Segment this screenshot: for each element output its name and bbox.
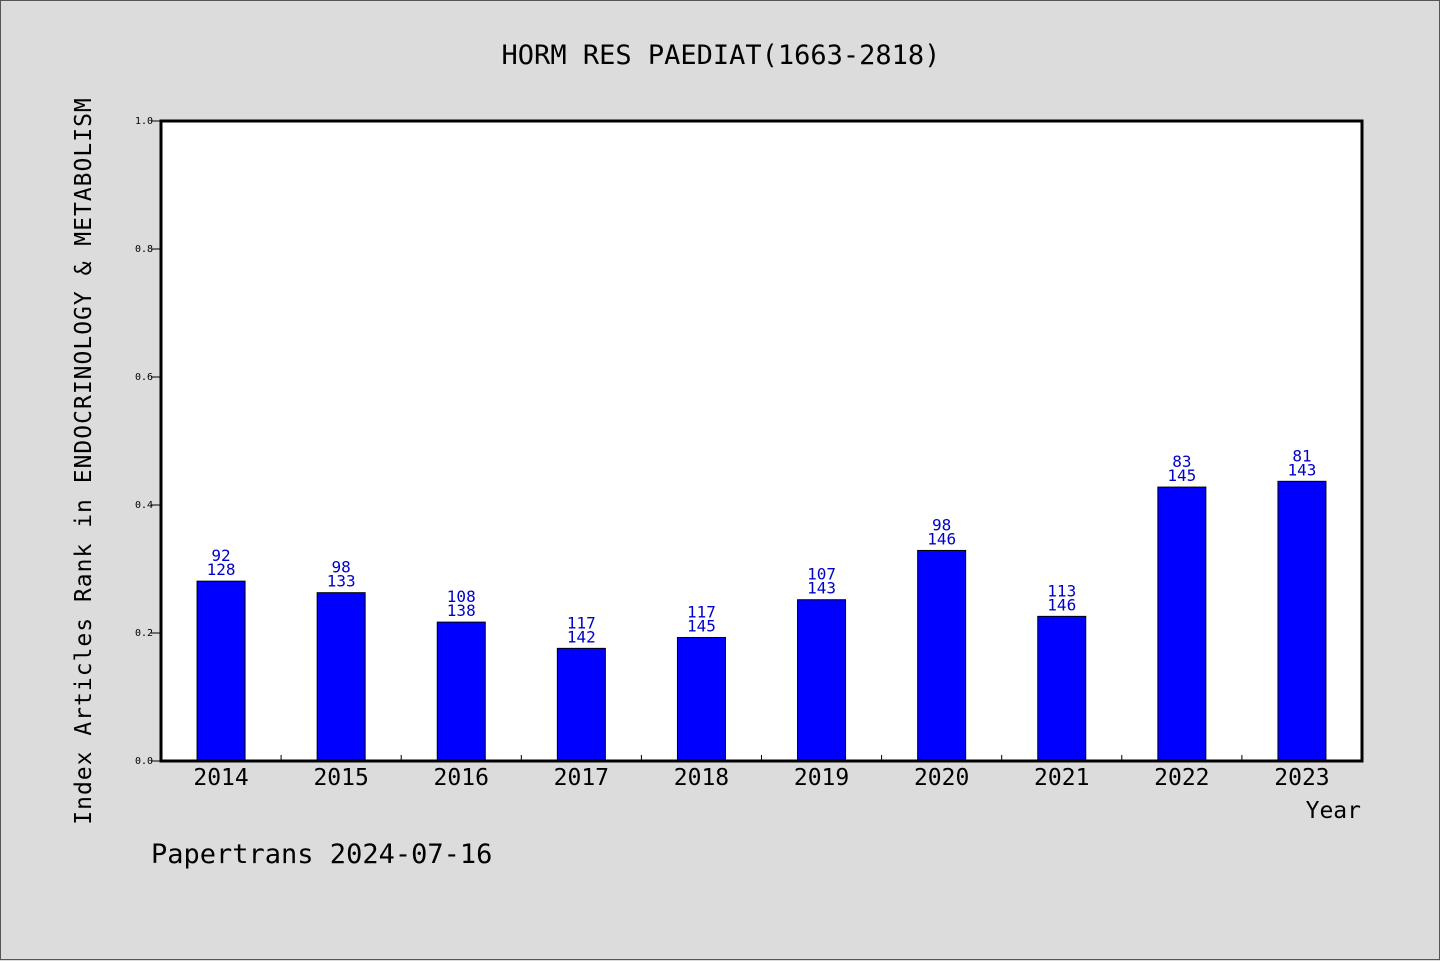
x-tick-label-2023: 2023 xyxy=(1274,765,1329,791)
data-label-bottom-2018: 145 xyxy=(687,616,716,635)
plot-border xyxy=(159,119,1364,763)
y-ticks-group: 0.0 0.2 0.4 0.6 0.8 1.0 xyxy=(135,116,161,767)
data-label-top-2020: 98 xyxy=(932,515,951,534)
x-tick-label-2017: 2017 xyxy=(554,765,609,791)
x-tick-label-2022: 2022 xyxy=(1154,765,1209,791)
y-tick-label: 0.4 xyxy=(135,500,153,511)
data-label-bottom-2019: 143 xyxy=(807,579,836,598)
chart-title: HORM RES PAEDIAT(1663-2818) xyxy=(502,40,941,71)
data-label-bottom-2022: 145 xyxy=(1167,466,1196,485)
bar-2021 xyxy=(1037,615,1087,762)
y-tick-label: 0.0 xyxy=(135,756,153,767)
data-label-top-2021: 113 xyxy=(1047,581,1076,600)
bar-2019 xyxy=(797,599,847,762)
y-tick-label: 1.0 xyxy=(135,116,153,127)
x-tick-label-2020: 2020 xyxy=(914,765,969,791)
bars-group xyxy=(196,480,1327,762)
x-tick-label-2014: 2014 xyxy=(193,765,248,791)
x-tick-label-2015: 2015 xyxy=(313,765,368,791)
x-tick-label-2021: 2021 xyxy=(1034,765,1089,791)
data-label-top-2019: 107 xyxy=(807,565,836,584)
x-tick-label-2018: 2018 xyxy=(674,765,729,791)
x-ticks-group: 2014 2015 2016 2017 2018 2019 2020 2021 2022 2023 xyxy=(193,755,1330,791)
data-label-top-2023: 81 xyxy=(1292,446,1311,465)
bar-2018 xyxy=(676,636,726,762)
data-label-top-2018: 117 xyxy=(687,602,716,621)
bar-2015 xyxy=(316,592,366,762)
data-label-top-2014: 92 xyxy=(211,546,230,565)
y-tick-label: 0.2 xyxy=(135,628,153,639)
x-axis-label: Year xyxy=(1306,798,1361,824)
data-label-bottom-2023: 143 xyxy=(1287,460,1316,479)
bar-2020 xyxy=(917,549,967,762)
data-label-top-2016: 108 xyxy=(447,587,476,606)
bar-2017 xyxy=(556,647,606,762)
data-label-bottom-2015: 133 xyxy=(327,572,356,591)
y-axis-label: Index Articles Rank in ENDOCRINOLOGY & M… xyxy=(71,97,97,825)
bar-2022 xyxy=(1157,486,1207,762)
data-label-top-2017: 117 xyxy=(567,613,596,632)
data-label-bottom-2016: 138 xyxy=(447,601,476,620)
data-label-bottom-2017: 142 xyxy=(567,627,596,646)
data-label-top-2015: 98 xyxy=(332,558,351,577)
bar-2023 xyxy=(1277,480,1327,762)
bar-2014 xyxy=(196,580,246,762)
x-tick-label-2016: 2016 xyxy=(434,765,489,791)
data-label-bottom-2014: 128 xyxy=(207,560,236,579)
footer-credit: Papertrans 2024-07-16 xyxy=(151,839,492,870)
y-tick-label: 0.6 xyxy=(135,372,153,383)
data-label-top-2022: 83 xyxy=(1172,452,1191,471)
y-tick-label: 0.8 xyxy=(135,244,153,255)
x-tick-label-2019: 2019 xyxy=(794,765,849,791)
bar-2016 xyxy=(436,621,486,762)
data-label-bottom-2020: 146 xyxy=(927,529,956,548)
data-label-bottom-2021: 146 xyxy=(1047,595,1076,614)
